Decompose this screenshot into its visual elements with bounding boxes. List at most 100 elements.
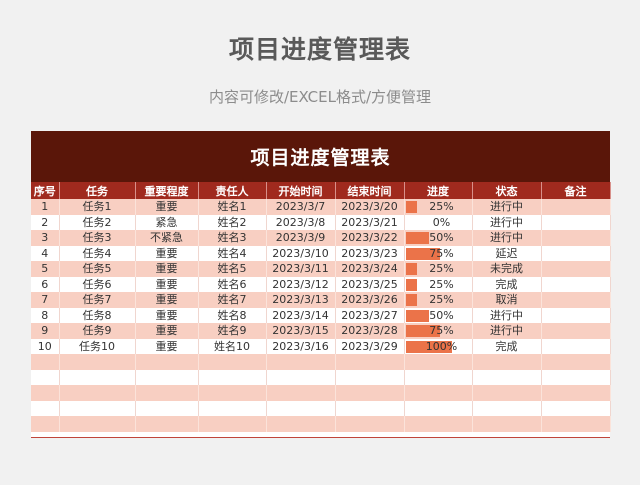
empty-cell[interactable]: [135, 354, 199, 370]
header-start[interactable]: 开始时间: [266, 182, 336, 199]
cell-task[interactable]: 任务3: [59, 230, 136, 246]
cell-owner[interactable]: 姓名3: [198, 230, 267, 246]
empty-cell[interactable]: [472, 369, 542, 385]
empty-cell[interactable]: [404, 385, 473, 401]
empty-cell[interactable]: [335, 400, 405, 416]
cell-start[interactable]: 2023/3/7: [266, 199, 336, 215]
cell-end[interactable]: 2023/3/21: [335, 214, 405, 230]
cell-index[interactable]: 2: [31, 214, 60, 230]
cell-note[interactable]: [541, 338, 611, 354]
empty-cell[interactable]: [31, 354, 60, 370]
empty-cell[interactable]: [135, 416, 199, 432]
cell-status[interactable]: 进行中: [472, 230, 542, 246]
cell-priority[interactable]: 不紧急: [135, 230, 199, 246]
cell-index[interactable]: 3: [31, 230, 60, 246]
empty-cell[interactable]: [472, 400, 542, 416]
empty-cell[interactable]: [31, 385, 60, 401]
cell-progress[interactable]: 0%: [404, 214, 473, 230]
empty-cell[interactable]: [404, 416, 473, 432]
cell-index[interactable]: 1: [31, 199, 60, 215]
cell-start[interactable]: 2023/3/9: [266, 230, 336, 246]
cell-task[interactable]: 任务10: [59, 338, 136, 354]
empty-cell[interactable]: [266, 416, 336, 432]
empty-cell[interactable]: [59, 369, 136, 385]
empty-cell[interactable]: [198, 354, 267, 370]
cell-index[interactable]: 8: [31, 307, 60, 323]
cell-index[interactable]: 5: [31, 261, 60, 277]
cell-priority[interactable]: 重要: [135, 199, 199, 215]
header-task[interactable]: 任务: [59, 182, 136, 199]
empty-cell[interactable]: [198, 369, 267, 385]
empty-cell[interactable]: [135, 400, 199, 416]
cell-note[interactable]: [541, 276, 611, 292]
cell-end[interactable]: 2023/3/23: [335, 245, 405, 261]
cell-priority[interactable]: 紧急: [135, 214, 199, 230]
empty-cell[interactable]: [404, 354, 473, 370]
empty-cell[interactable]: [198, 385, 267, 401]
cell-status[interactable]: 延迟: [472, 245, 542, 261]
cell-owner[interactable]: 姓名2: [198, 214, 267, 230]
cell-task[interactable]: 任务5: [59, 261, 136, 277]
cell-note[interactable]: [541, 199, 611, 215]
cell-priority[interactable]: 重要: [135, 276, 199, 292]
cell-note[interactable]: [541, 323, 611, 339]
cell-end[interactable]: 2023/3/20: [335, 199, 405, 215]
cell-start[interactable]: 2023/3/16: [266, 338, 336, 354]
empty-cell[interactable]: [266, 385, 336, 401]
cell-end[interactable]: 2023/3/22: [335, 230, 405, 246]
empty-cell[interactable]: [31, 400, 60, 416]
cell-owner[interactable]: 姓名8: [198, 307, 267, 323]
empty-cell[interactable]: [404, 369, 473, 385]
cell-note[interactable]: [541, 292, 611, 308]
empty-cell[interactable]: [59, 400, 136, 416]
cell-status[interactable]: 完成: [472, 276, 542, 292]
cell-end[interactable]: 2023/3/24: [335, 261, 405, 277]
cell-index[interactable]: 9: [31, 323, 60, 339]
cell-owner[interactable]: 姓名6: [198, 276, 267, 292]
cell-end[interactable]: 2023/3/29: [335, 338, 405, 354]
cell-status[interactable]: 进行中: [472, 214, 542, 230]
cell-task[interactable]: 任务7: [59, 292, 136, 308]
cell-progress[interactable]: 25%: [404, 292, 473, 308]
empty-cell[interactable]: [198, 416, 267, 432]
empty-cell[interactable]: [266, 354, 336, 370]
empty-cell[interactable]: [541, 385, 611, 401]
empty-cell[interactable]: [472, 416, 542, 432]
cell-index[interactable]: 10: [31, 338, 60, 354]
cell-start[interactable]: 2023/3/12: [266, 276, 336, 292]
cell-note[interactable]: [541, 261, 611, 277]
cell-task[interactable]: 任务6: [59, 276, 136, 292]
cell-end[interactable]: 2023/3/25: [335, 276, 405, 292]
cell-owner[interactable]: 姓名9: [198, 323, 267, 339]
header-priority[interactable]: 重要程度: [135, 182, 199, 199]
cell-end[interactable]: 2023/3/28: [335, 323, 405, 339]
cell-status[interactable]: 未完成: [472, 261, 542, 277]
header-progress[interactable]: 进度: [404, 182, 473, 199]
empty-cell[interactable]: [59, 354, 136, 370]
cell-end[interactable]: 2023/3/27: [335, 307, 405, 323]
cell-index[interactable]: 7: [31, 292, 60, 308]
cell-note[interactable]: [541, 214, 611, 230]
empty-cell[interactable]: [335, 369, 405, 385]
empty-cell[interactable]: [541, 354, 611, 370]
empty-cell[interactable]: [135, 369, 199, 385]
empty-cell[interactable]: [198, 400, 267, 416]
cell-priority[interactable]: 重要: [135, 323, 199, 339]
empty-cell[interactable]: [31, 416, 60, 432]
header-index[interactable]: 序号: [31, 182, 60, 199]
cell-note[interactable]: [541, 307, 611, 323]
header-note[interactable]: 备注: [541, 182, 611, 199]
empty-cell[interactable]: [541, 416, 611, 432]
cell-index[interactable]: 4: [31, 245, 60, 261]
cell-end[interactable]: 2023/3/26: [335, 292, 405, 308]
header-end[interactable]: 结束时间: [335, 182, 405, 199]
cell-start[interactable]: 2023/3/11: [266, 261, 336, 277]
cell-progress[interactable]: 25%: [404, 199, 473, 215]
cell-status[interactable]: 进行中: [472, 323, 542, 339]
cell-start[interactable]: 2023/3/10: [266, 245, 336, 261]
cell-progress[interactable]: 25%: [404, 276, 473, 292]
empty-cell[interactable]: [472, 385, 542, 401]
cell-priority[interactable]: 重要: [135, 307, 199, 323]
cell-start[interactable]: 2023/3/13: [266, 292, 336, 308]
cell-start[interactable]: 2023/3/8: [266, 214, 336, 230]
